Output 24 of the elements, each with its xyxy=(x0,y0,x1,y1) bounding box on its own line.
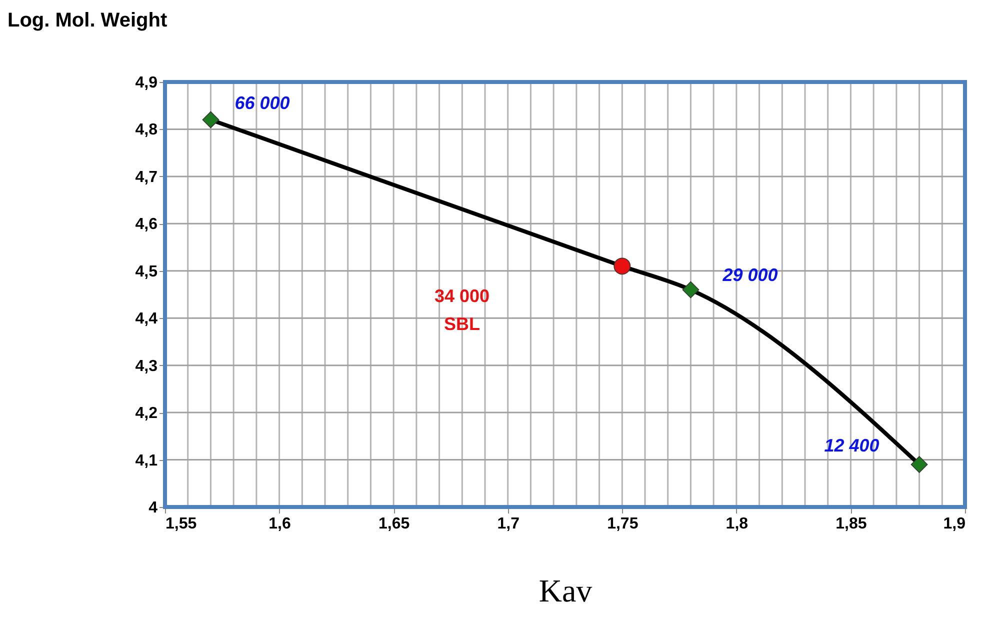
x-tick-label: 1,8 xyxy=(726,516,748,532)
annotation: 12 400 xyxy=(824,436,880,456)
y-axis-title: Log. Mol. Weight xyxy=(8,10,168,32)
y-tick-label: 4 xyxy=(148,500,158,516)
y-tick-label: 4,5 xyxy=(135,263,158,280)
x-tick-label: 1,75 xyxy=(607,516,638,532)
y-tick-label: 4,3 xyxy=(135,358,158,375)
x-tick-label: 1,55 xyxy=(166,516,197,532)
y-tick-label: 4,4 xyxy=(135,310,158,328)
y-tick-label: 4,6 xyxy=(135,216,158,234)
annotation: 66 000 xyxy=(234,92,290,113)
x-tick-label: 1,65 xyxy=(378,516,410,532)
x-tick-label: 1,9 xyxy=(943,516,966,532)
x-tick-label: 1,7 xyxy=(497,516,520,532)
y-tick-label: 4,2 xyxy=(135,405,158,422)
y-tick-label: 4,1 xyxy=(135,452,158,470)
annotation: 29 000 xyxy=(722,264,778,285)
x-tick-label: 1,85 xyxy=(836,516,867,532)
x-axis-title: Kav xyxy=(538,572,592,608)
x-tick-label: 1,6 xyxy=(268,516,292,532)
y-tick-label: 4,8 xyxy=(135,122,158,139)
annotation: 34 000 SBL xyxy=(434,286,490,334)
y-tick-label: 4,9 xyxy=(135,74,158,92)
y-tick-label: 4,7 xyxy=(135,168,158,186)
